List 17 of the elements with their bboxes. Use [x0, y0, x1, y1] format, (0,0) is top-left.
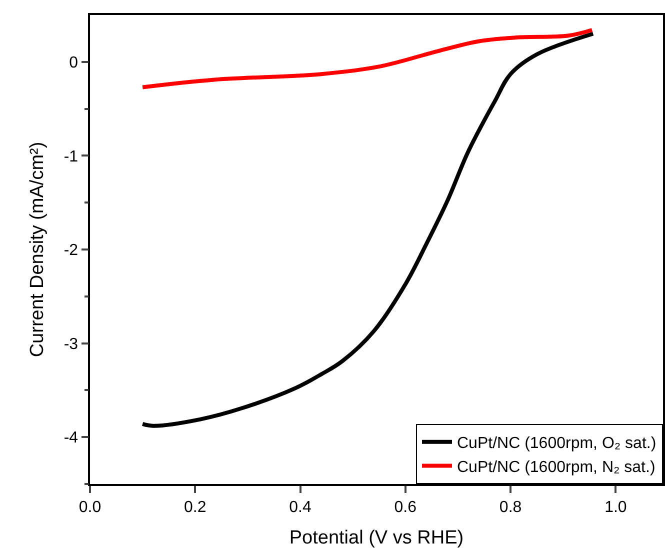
line-series [140, 28, 594, 90]
legend-label: CuPt/NC (1600rpm, O₂ sat.) [457, 435, 656, 452]
text: 1.0 [604, 498, 627, 516]
line-series [140, 32, 596, 428]
legend-label: CuPt/NC (1600rpm, N₂ sat.) [457, 458, 656, 476]
y-axis-title: Current Density (mA/cm²) [27, 142, 48, 358]
y-tick-label: -2 [64, 242, 78, 260]
text: 0.0 [78, 498, 102, 516]
y-tick-label: -4 [64, 430, 78, 447]
x-axis-title: Potential (V vs RHE) [289, 527, 464, 548]
x-tick-label: 0.8 [499, 498, 522, 516]
y-tick-label: 0 [69, 54, 78, 72]
y-tick-label: -1 [64, 148, 78, 166]
y-tick-label: -3 [64, 336, 78, 353]
x-tick-label: 0.2 [184, 498, 206, 516]
x-tick-label: 0.4 [289, 498, 312, 516]
x-tick-label: 0.6 [394, 498, 417, 516]
